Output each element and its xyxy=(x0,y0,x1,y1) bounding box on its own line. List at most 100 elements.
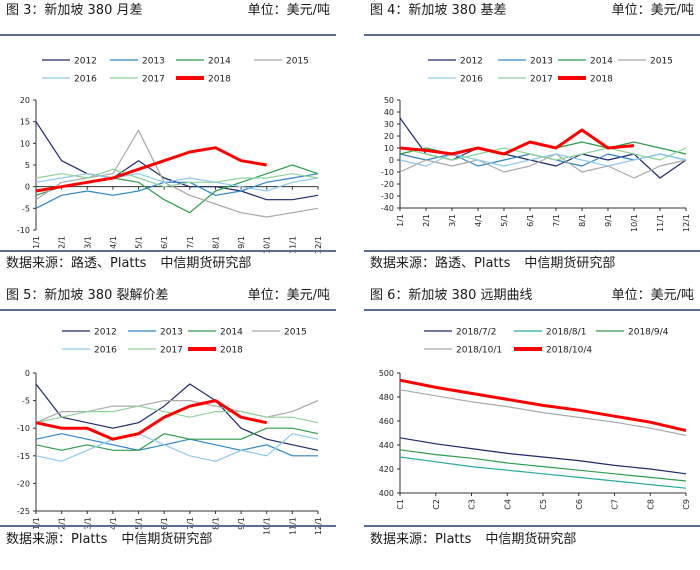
panel-title: 图 6：新加坡 380 远期曲线 xyxy=(370,288,533,303)
y-tick-label: 440 xyxy=(379,441,394,450)
series-line-2018-7-2 xyxy=(399,437,687,475)
legend-label: 2015 xyxy=(286,57,309,67)
legend-label: 2018/10/1 xyxy=(456,346,502,356)
org-text: 中信期货研究部 xyxy=(160,256,252,271)
y-tick-label: 0 xyxy=(389,156,394,165)
legend-label: 2013 xyxy=(160,328,183,338)
panel-unit: 单位：美元/吨 xyxy=(247,3,330,18)
x-tick-label: 6/1 xyxy=(526,214,535,227)
x-tick-label: 9/1 xyxy=(237,517,246,530)
legend-label: 2017 xyxy=(530,75,553,85)
legend-label: 2016 xyxy=(94,346,117,356)
y-tick-label: 50 xyxy=(384,96,394,105)
legend-label: 2013 xyxy=(530,57,553,67)
legend-label: 2018 xyxy=(220,346,243,356)
legend-label: 2015 xyxy=(650,57,673,67)
series-line-2014 xyxy=(35,427,319,451)
x-tick-label: 6/1 xyxy=(160,236,169,249)
x-tick-label: 8/1 xyxy=(211,517,220,530)
legend-label: 2017 xyxy=(142,75,165,85)
x-tick-label: 7/1 xyxy=(186,517,195,530)
series-line-2017 xyxy=(399,147,687,161)
x-tick-label: 1/1 xyxy=(396,214,405,227)
x-tick-label: 3/1 xyxy=(448,214,457,227)
y-tick-label: 480 xyxy=(379,393,394,402)
series-line-2018-8-1 xyxy=(399,456,687,489)
legend-label: 2014 xyxy=(208,57,231,67)
series-line-2015 xyxy=(35,400,319,424)
x-tick-label: C8 xyxy=(646,499,655,510)
series-line-2018-10-4 xyxy=(399,378,687,433)
y-tick-label: -10 xyxy=(17,226,30,235)
x-tick-label: 4/1 xyxy=(109,517,118,530)
x-tick-label: 2/1 xyxy=(58,517,67,530)
legend-label: 2018/10/4 xyxy=(546,346,592,356)
series-line-2018-9-4 xyxy=(399,449,687,482)
panel-unit: 单位：美元/吨 xyxy=(611,3,694,18)
x-tick-label: C1 xyxy=(396,499,405,510)
series-line-2013 xyxy=(35,173,319,209)
source-text: 数据来源：Platts xyxy=(6,532,108,547)
x-tick-label: C9 xyxy=(682,499,691,510)
x-tick-label: 10/1 xyxy=(263,236,272,254)
x-tick-label: C2 xyxy=(432,499,441,510)
x-tick-label: 4/1 xyxy=(109,236,118,249)
legend-label: 2016 xyxy=(460,75,483,85)
y-tick-label: 20 xyxy=(384,132,394,141)
legend-label: 2018/7/2 xyxy=(456,328,496,338)
legend-label: 2016 xyxy=(74,75,97,85)
legend-label: 2012 xyxy=(94,328,117,338)
series-line-2018 xyxy=(35,146,267,193)
y-tick-label: 420 xyxy=(379,465,394,474)
panel-fig5: 图 5：新加坡 380 裂解价差 单位：美元/吨 2012 2013 2014 201… xyxy=(0,285,336,570)
y-tick-label: -25 xyxy=(17,507,30,516)
series-line-2013 xyxy=(35,433,318,457)
legend-label: 2018 xyxy=(590,75,613,85)
legend-label: 2015 xyxy=(284,328,307,338)
title-rule xyxy=(0,34,336,36)
x-tick-label: C6 xyxy=(575,499,584,510)
chart-fig4: 2012 2013 2014 2015 2016 2017 2018 -40 -30 -20 -10… xyxy=(381,57,691,232)
chart-fig6: 2018/7/2 2018/8/1 2018/9/4 2018/10/1 2018/10… xyxy=(379,328,691,510)
legend-label: 2012 xyxy=(460,57,483,67)
chart-fig3: 2012 2013 2014 2015 2016 2017 2018 -10 -5 0 5 10 15 2… xyxy=(17,57,323,254)
x-tick-label: 1/1 xyxy=(32,236,41,249)
legend-label: 2012 xyxy=(74,57,97,67)
y-tick-label: 10 xyxy=(20,139,30,148)
y-tick-label: -20 xyxy=(381,180,394,189)
x-tick-label: C7 xyxy=(611,499,620,510)
y-tick-label: 15 xyxy=(20,118,30,127)
source-note: 数据来源：Platts 中信期货研究部 xyxy=(370,531,576,549)
legend-label: 2017 xyxy=(160,346,183,356)
series-line-2012 xyxy=(399,117,687,179)
y-tick-label: -10 xyxy=(381,168,394,177)
panel-title: 图 3：新加坡 380 月差 xyxy=(6,3,143,18)
panel-fig6: 图 6：新加坡 380 远期曲线 单位：美元/吨 2018/7/2 2018/8/… xyxy=(364,285,700,570)
legend-label: 2018/9/4 xyxy=(628,328,669,338)
y-tick-label: -5 xyxy=(22,397,30,406)
title-rule xyxy=(364,309,700,311)
x-tick-label: 3/1 xyxy=(83,236,92,249)
series-line-2016 xyxy=(35,433,319,462)
panel-unit: 单位：美元/吨 xyxy=(611,288,694,303)
legend-label: 2013 xyxy=(142,57,165,67)
panel-unit: 单位：美元/吨 xyxy=(247,288,330,303)
x-tick-label: 11/1 xyxy=(656,214,665,232)
x-tick-label: 2/1 xyxy=(58,236,67,249)
source-text: 数据来源：路透、Platts xyxy=(6,256,147,271)
footer-rule xyxy=(364,525,700,527)
y-tick-label: 30 xyxy=(384,120,394,129)
y-tick-label: 500 xyxy=(379,369,394,378)
footer-rule xyxy=(364,250,700,252)
x-tick-label: 11/1 xyxy=(288,236,297,254)
y-tick-label: -20 xyxy=(17,479,30,488)
panel-title: 图 5：新加坡 380 裂解价差 xyxy=(6,288,169,303)
x-tick-label: 7/1 xyxy=(186,236,195,249)
y-tick-label: 0 xyxy=(25,183,30,192)
source-text: 数据来源：Platts xyxy=(370,532,472,547)
y-tick-label: -40 xyxy=(381,204,394,213)
y-tick-label: -30 xyxy=(381,192,394,201)
x-tick-label: 8/1 xyxy=(578,214,587,227)
panel-fig4: 图 4：新加坡 380 基差 单位：美元/吨 2012 2013 2014 2015 2… xyxy=(364,0,700,285)
series-line-2018-10-1 xyxy=(399,389,687,436)
